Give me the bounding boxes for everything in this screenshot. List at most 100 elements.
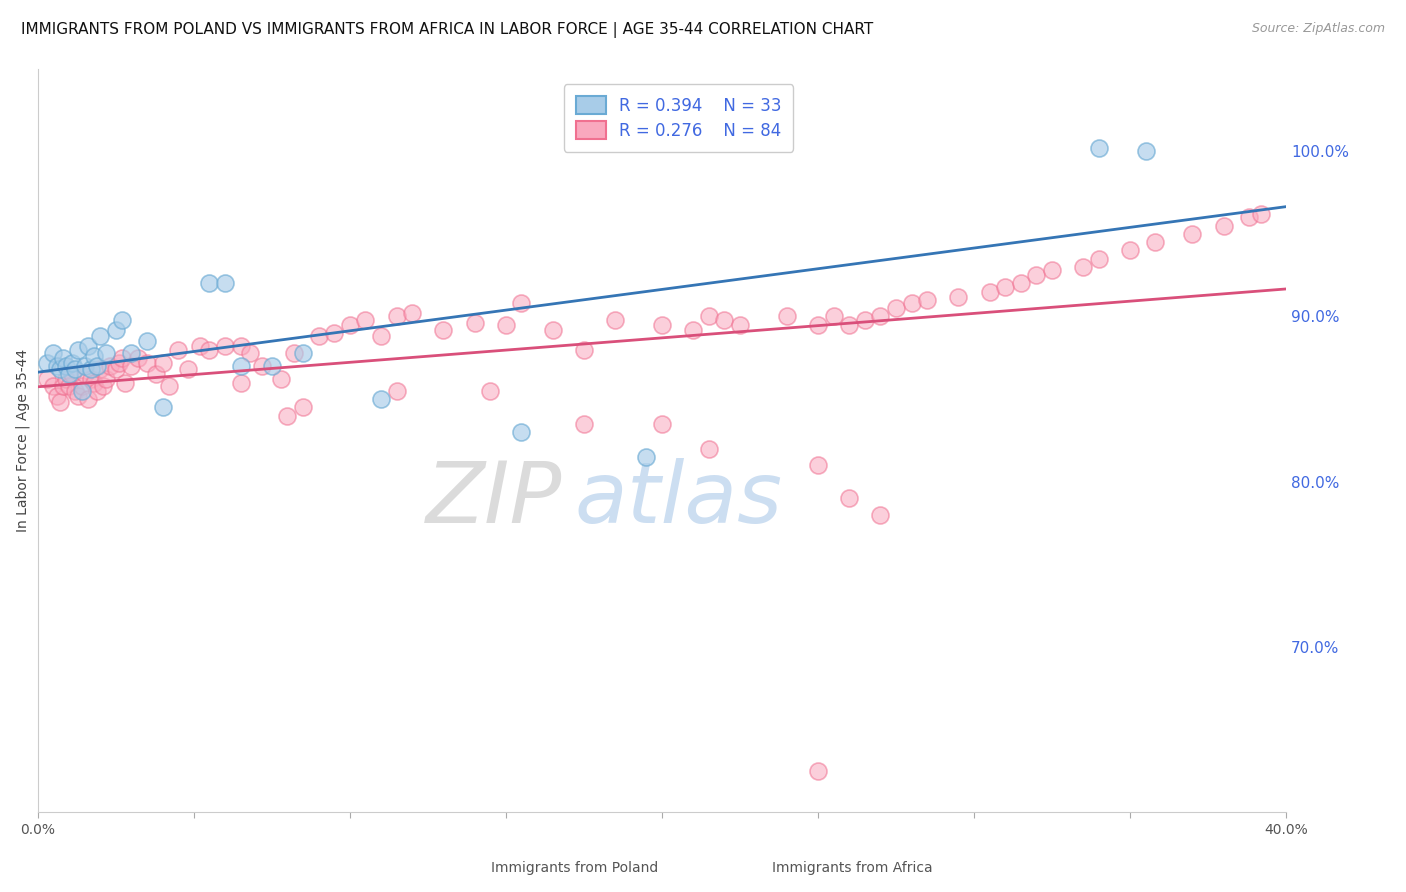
Point bbox=[1237, 211, 1260, 225]
Point bbox=[370, 392, 392, 406]
Point bbox=[697, 310, 720, 324]
Point bbox=[651, 417, 673, 431]
Point bbox=[48, 395, 70, 409]
Point bbox=[636, 450, 658, 464]
Point bbox=[1040, 263, 1063, 277]
Point bbox=[111, 313, 134, 327]
Point bbox=[1250, 207, 1272, 221]
Point bbox=[214, 339, 236, 353]
Point bbox=[807, 458, 830, 473]
Point bbox=[370, 329, 392, 343]
Point bbox=[308, 329, 330, 343]
Point bbox=[541, 323, 564, 337]
Point bbox=[157, 379, 180, 393]
Point bbox=[104, 323, 127, 337]
Point bbox=[900, 296, 922, 310]
Point bbox=[76, 392, 98, 406]
Point bbox=[86, 384, 108, 398]
Text: atlas: atlas bbox=[575, 458, 783, 541]
Text: Source: ZipAtlas.com: Source: ZipAtlas.com bbox=[1251, 22, 1385, 36]
Point bbox=[65, 384, 87, 398]
Point bbox=[1010, 277, 1032, 291]
Point bbox=[45, 389, 67, 403]
Point bbox=[136, 334, 159, 349]
Point bbox=[510, 425, 533, 440]
Point bbox=[37, 356, 59, 370]
Point bbox=[603, 313, 626, 327]
Point bbox=[385, 384, 408, 398]
Point bbox=[292, 346, 315, 360]
Point bbox=[239, 346, 262, 360]
Point bbox=[52, 379, 75, 393]
Point bbox=[572, 343, 595, 357]
Point bbox=[67, 343, 90, 357]
Point bbox=[270, 372, 292, 386]
Y-axis label: In Labor Force | Age 35-44: In Labor Force | Age 35-44 bbox=[15, 349, 30, 532]
Point bbox=[45, 359, 67, 373]
Point bbox=[80, 362, 103, 376]
Text: Immigrants from Africa: Immigrants from Africa bbox=[772, 861, 932, 875]
Point bbox=[76, 339, 98, 353]
Point bbox=[55, 359, 77, 373]
Point bbox=[401, 306, 423, 320]
Text: Immigrants from Poland: Immigrants from Poland bbox=[491, 861, 658, 875]
Point bbox=[229, 359, 252, 373]
Point bbox=[120, 359, 142, 373]
Point bbox=[73, 359, 96, 373]
Point bbox=[70, 384, 93, 398]
Point bbox=[60, 368, 83, 382]
Point bbox=[58, 368, 80, 382]
Point bbox=[776, 310, 799, 324]
Point bbox=[994, 279, 1017, 293]
Point bbox=[495, 318, 517, 332]
Point bbox=[1087, 252, 1109, 266]
Point bbox=[323, 326, 346, 340]
Point bbox=[83, 349, 105, 363]
Point bbox=[120, 346, 142, 360]
Point bbox=[52, 351, 75, 365]
Point bbox=[1119, 244, 1142, 258]
Point bbox=[869, 310, 891, 324]
Point bbox=[55, 372, 77, 386]
Point bbox=[979, 285, 1001, 299]
Point bbox=[198, 277, 221, 291]
Point bbox=[1181, 227, 1204, 241]
Point bbox=[229, 376, 252, 390]
Legend: R = 0.394    N = 33, R = 0.276    N = 84: R = 0.394 N = 33, R = 0.276 N = 84 bbox=[564, 84, 793, 152]
Point bbox=[479, 384, 502, 398]
Point bbox=[1071, 260, 1094, 274]
Point bbox=[276, 409, 298, 423]
Point bbox=[188, 339, 211, 353]
Point bbox=[104, 362, 127, 376]
Point bbox=[915, 293, 938, 307]
Point bbox=[385, 310, 408, 324]
Point bbox=[214, 277, 236, 291]
Point bbox=[152, 356, 174, 370]
Point bbox=[1135, 144, 1157, 158]
Point bbox=[67, 389, 90, 403]
Point bbox=[728, 318, 751, 332]
Point bbox=[176, 362, 198, 376]
Point bbox=[1143, 235, 1166, 249]
Point bbox=[697, 442, 720, 456]
Point bbox=[48, 362, 70, 376]
Point bbox=[292, 401, 315, 415]
Text: IMMIGRANTS FROM POLAND VS IMMIGRANTS FROM AFRICA IN LABOR FORCE | AGE 35-44 CORR: IMMIGRANTS FROM POLAND VS IMMIGRANTS FRO… bbox=[21, 22, 873, 38]
Point bbox=[145, 368, 167, 382]
Point bbox=[1025, 268, 1047, 282]
Point bbox=[260, 359, 283, 373]
Point bbox=[98, 359, 121, 373]
Point bbox=[42, 346, 65, 360]
Point bbox=[853, 313, 876, 327]
Point bbox=[948, 290, 970, 304]
Point bbox=[838, 491, 860, 506]
Point bbox=[354, 313, 377, 327]
Point bbox=[96, 346, 118, 360]
Point bbox=[510, 296, 533, 310]
Point bbox=[807, 318, 830, 332]
Point bbox=[89, 362, 111, 376]
Point bbox=[651, 318, 673, 332]
Point bbox=[339, 318, 361, 332]
Point bbox=[572, 417, 595, 431]
Point bbox=[807, 764, 830, 778]
